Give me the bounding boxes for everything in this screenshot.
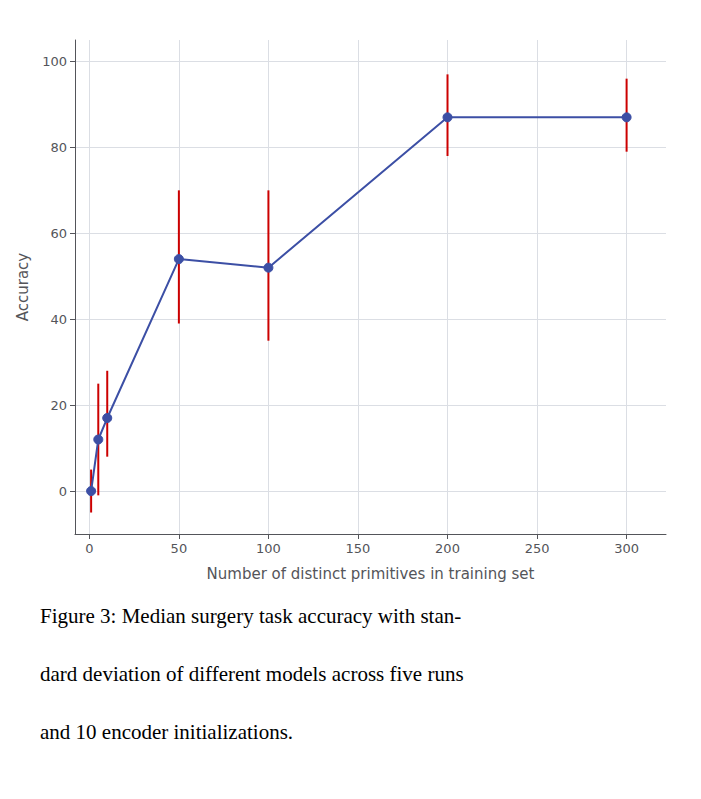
svg-text:40: 40 bbox=[50, 312, 67, 327]
svg-text:Figure 3: Median surgery task: Figure 3: Median surgery task accuracy w… bbox=[40, 604, 461, 628]
svg-text:60: 60 bbox=[50, 226, 67, 241]
svg-text:Accuracy: Accuracy bbox=[14, 253, 32, 322]
svg-text:and 10 encoder initializations: and 10 encoder initializations. bbox=[40, 720, 293, 744]
svg-text:100: 100 bbox=[256, 541, 281, 556]
svg-text:100: 100 bbox=[42, 54, 67, 69]
svg-text:200: 200 bbox=[435, 541, 460, 556]
svg-text:0: 0 bbox=[85, 541, 93, 556]
svg-text:150: 150 bbox=[346, 541, 371, 556]
svg-text:80: 80 bbox=[50, 140, 67, 155]
svg-text:dard deviation of different mo: dard deviation of different models acros… bbox=[40, 662, 464, 686]
svg-text:50: 50 bbox=[171, 541, 188, 556]
svg-text:300: 300 bbox=[614, 541, 639, 556]
svg-text:250: 250 bbox=[525, 541, 550, 556]
svg-text:20: 20 bbox=[50, 398, 67, 413]
svg-text:Number of distinct primitives: Number of distinct primitives in trainin… bbox=[207, 565, 535, 583]
svg-text:0: 0 bbox=[59, 484, 67, 499]
